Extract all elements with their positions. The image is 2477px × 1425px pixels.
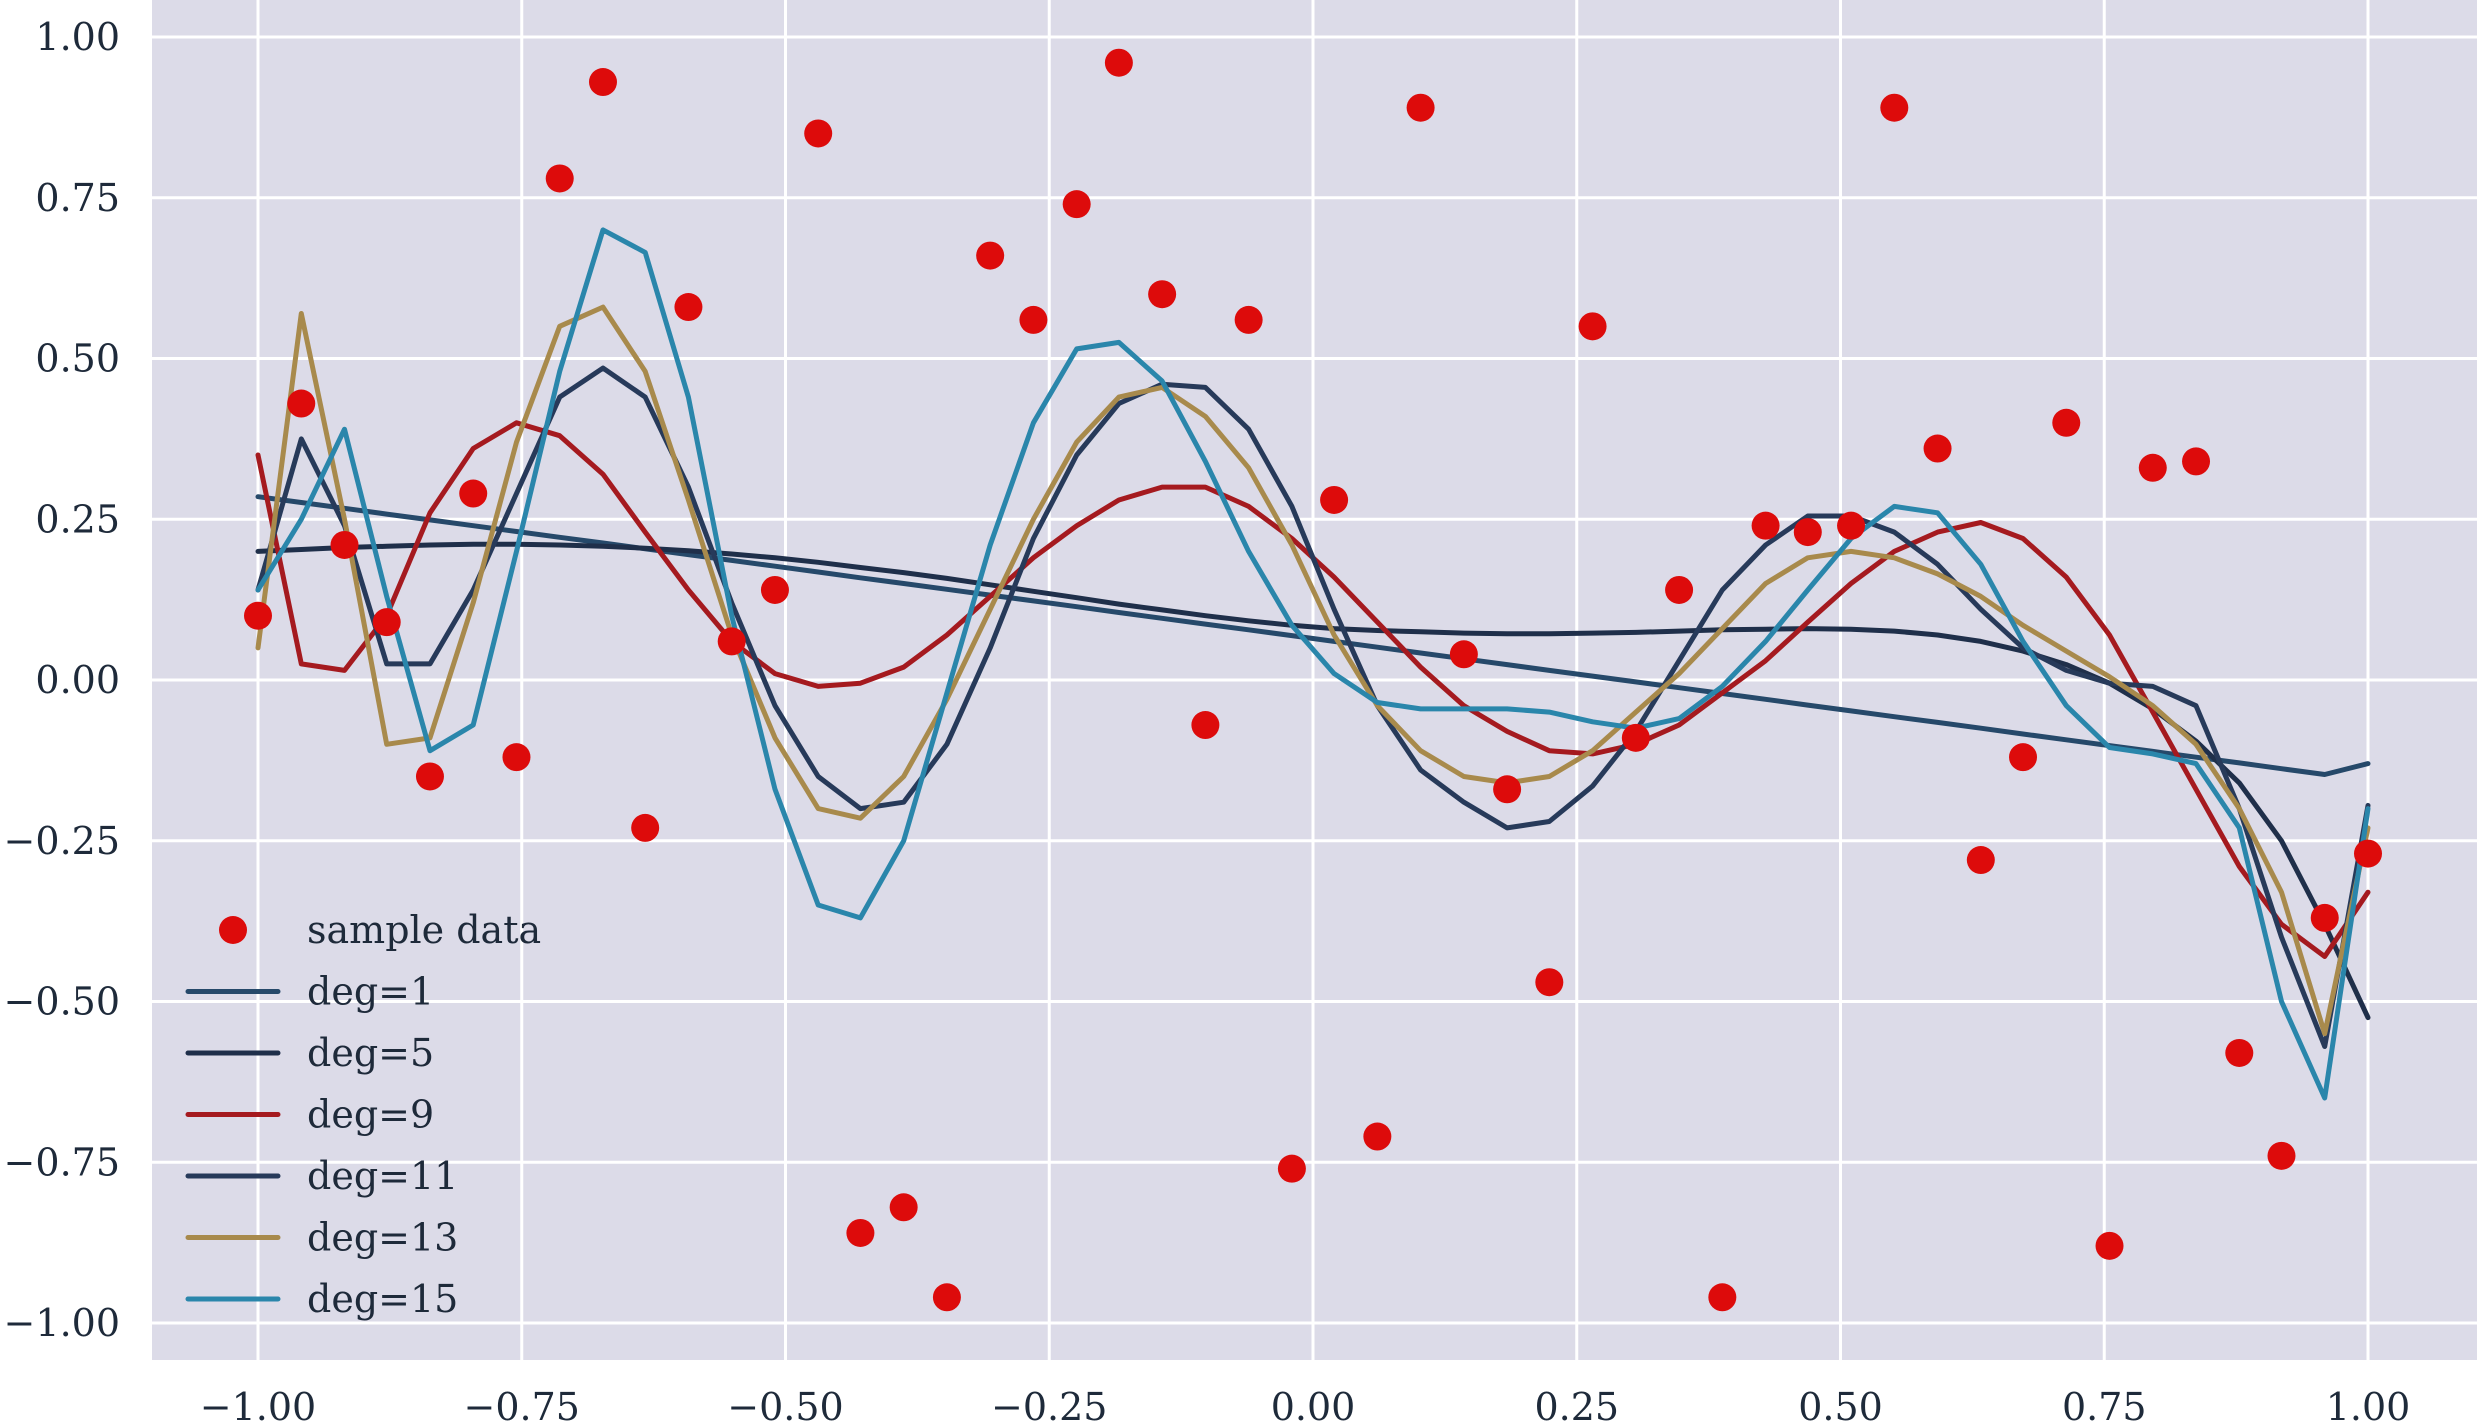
data-point [1062,190,1091,219]
legend-label-deg-13: deg=13 [307,1216,458,1260]
data-point [545,164,574,193]
data-point [631,813,660,842]
legend-label-deg-1: deg=1 [307,970,434,1014]
data-point [760,575,789,604]
data-point [1880,93,1909,122]
y-tick-label: −0.50 [4,980,120,1024]
x-tick-label: −0.75 [464,1385,580,1421]
data-point [1449,640,1478,669]
data-point [502,743,531,772]
data-point [1104,48,1133,77]
x-tick-label: 0.25 [1534,1385,1619,1421]
series-line-deg-1 [255,494,2371,777]
legend-label-sample-data: sample data [307,908,541,952]
series-line-deg-15 [255,227,2371,1101]
scatter-points [244,48,2382,1312]
data-point [1751,511,1780,540]
data-point [2182,447,2211,476]
x-axis-ticks: −1.00 −0.75 −0.50 −0.25 0.00 0.25 0.50 0.75 1.00 [200,1385,2411,1425]
y-tick-label: 1.00 [35,15,120,59]
legend-marker-sample-data [219,916,247,944]
data-point [804,119,833,148]
data-point [1966,846,1995,875]
grid [152,0,2477,1360]
legend-label-deg-5: deg=5 [307,1031,434,1075]
x-tick-label: 0.50 [1798,1385,1883,1421]
data-point [2354,839,2382,868]
x-tick-label: −0.50 [727,1385,843,1421]
data-point [459,479,488,508]
legend-label-deg-15: deg=15 [307,1277,458,1321]
data-point [674,293,703,322]
data-point [372,608,401,637]
y-tick-label: 0.00 [35,658,120,702]
data-point [1277,1154,1306,1183]
data-point [1320,485,1349,514]
data-point [1793,518,1822,547]
series-line-deg-11 [255,365,2371,1049]
data-point [1191,711,1220,740]
y-tick-label: −1.00 [4,1301,120,1345]
legend-label-deg-9: deg=9 [307,1093,434,1137]
data-point [2225,1038,2254,1067]
x-tick-label: 0.00 [1271,1385,1356,1421]
y-tick-label: −0.25 [4,819,120,863]
y-tick-label: 0.75 [35,176,120,220]
legend-label-deg-11: deg=11 [307,1154,458,1198]
data-point [932,1283,961,1312]
data-point [1148,280,1177,309]
data-point [415,762,444,791]
series-lines [255,227,2371,1101]
x-tick-label: 0.75 [2062,1385,2147,1421]
data-point [1578,312,1607,341]
data-point [330,530,359,559]
series-line-deg-5 [255,541,2371,1021]
data-point [1363,1122,1392,1151]
data-point [1019,305,1048,334]
y-axis-ticks: 1.00 0.75 0.50 0.25 0.00 −0.25 −0.50 −0.75 −1.00 [4,15,120,1345]
data-point [889,1193,918,1222]
data-point [2267,1141,2296,1170]
legend: sample data deg=1 deg=5 deg=9 deg=11 deg=13 de… [185,908,541,1321]
data-point [1923,434,1952,463]
x-tick-label: 1.00 [2326,1385,2411,1421]
data-point [1837,511,1866,540]
data-point [1535,968,1564,997]
data-point [2052,408,2081,437]
data-point [588,68,617,97]
x-tick-label: −0.25 [991,1385,1107,1421]
series-line-deg-13 [255,304,2371,1037]
x-tick-label: −1.00 [200,1385,316,1421]
data-point [717,627,746,656]
y-tick-label: 0.25 [35,497,120,541]
data-point [287,389,316,418]
data-point [1234,305,1263,334]
y-tick-label: 0.50 [35,337,120,381]
data-point [244,601,272,630]
y-tick-label: −0.75 [4,1140,120,1184]
data-point [1708,1283,1737,1312]
data-point [1406,93,1435,122]
data-point [2310,903,2339,932]
data-point [1621,723,1650,752]
data-point [2009,743,2038,772]
data-point [2138,453,2167,482]
data-point [846,1218,875,1247]
data-point [1665,575,1694,604]
data-point [1493,775,1522,804]
data-point [2095,1231,2124,1260]
data-point [976,241,1005,270]
